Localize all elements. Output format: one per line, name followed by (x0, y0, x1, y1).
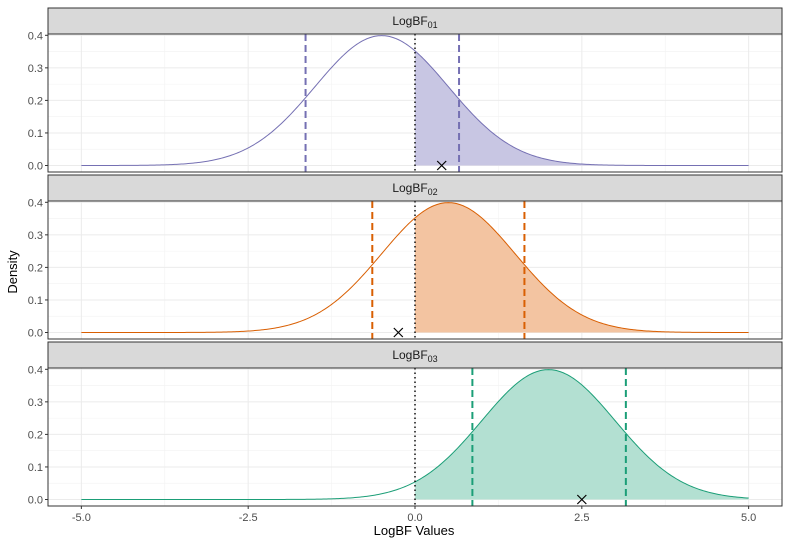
y-tick-label: 0.0 (28, 160, 43, 172)
x-tick-label: 2.5 (574, 512, 589, 524)
facet-strip-label: LogBF02 (392, 181, 437, 197)
facet-strip-label: LogBF03 (392, 348, 437, 364)
y-tick-label: 0.2 (28, 95, 43, 107)
chart-panels: LogBF01 0.0 0.1 0.2 0.3 0.4 LogBF02 0.0 0.1 0.2 0.… (28, 7, 783, 507)
observed-marker (393, 327, 404, 338)
y-tick-label: 0.3 (28, 63, 43, 75)
observed-marker (436, 160, 447, 171)
y-axis-title: Density (5, 250, 20, 294)
facet-panel-03: LogBF03 0.0 0.1 0.2 0.3 0.4 (28, 341, 783, 507)
density-curve (81, 202, 749, 333)
marker-stroke (436, 160, 447, 171)
facet-strip (47, 7, 783, 35)
density-curve (81, 35, 749, 166)
marker-stroke (393, 327, 404, 338)
y-tick-label: 0.0 (28, 494, 43, 506)
panel-border (47, 33, 783, 173)
marker-stroke (576, 494, 587, 505)
facet-strip (47, 341, 783, 369)
y-tick-label: 0.2 (28, 262, 43, 274)
x-axis-title: LogBF Values (374, 523, 455, 538)
x-axis: -5.0 -2.5 0.0 2.5 5.0 (72, 506, 756, 524)
y-tick-label: 0.3 (28, 230, 43, 242)
y-tick-label: 0.3 (28, 397, 43, 409)
y-tick-label: 0.4 (28, 30, 43, 42)
y-tick-label: 0.1 (28, 462, 43, 474)
facet-panel-01: LogBF01 0.0 0.1 0.2 0.3 0.4 (28, 7, 783, 173)
y-tick-label: 0.2 (28, 429, 43, 441)
observed-marker (576, 494, 587, 505)
panel-border (47, 200, 783, 340)
x-tick-label: 0.0 (407, 512, 422, 524)
y-tick-label: 0.0 (28, 327, 43, 339)
y-tick-label: 0.1 (28, 128, 43, 140)
facet-strip (47, 174, 783, 202)
x-tick-label: 5.0 (741, 512, 756, 524)
facet-strip-label: LogBF01 (392, 14, 437, 30)
y-tick-label: 0.4 (28, 364, 43, 376)
x-tick-label: -2.5 (239, 512, 258, 524)
x-tick-label: -5.0 (72, 512, 91, 524)
density-shaded-area (415, 50, 749, 166)
y-tick-label: 0.1 (28, 295, 43, 307)
facet-panel-02: LogBF02 0.0 0.1 0.2 0.3 0.4 (28, 174, 783, 340)
y-tick-label: 0.4 (28, 197, 43, 209)
